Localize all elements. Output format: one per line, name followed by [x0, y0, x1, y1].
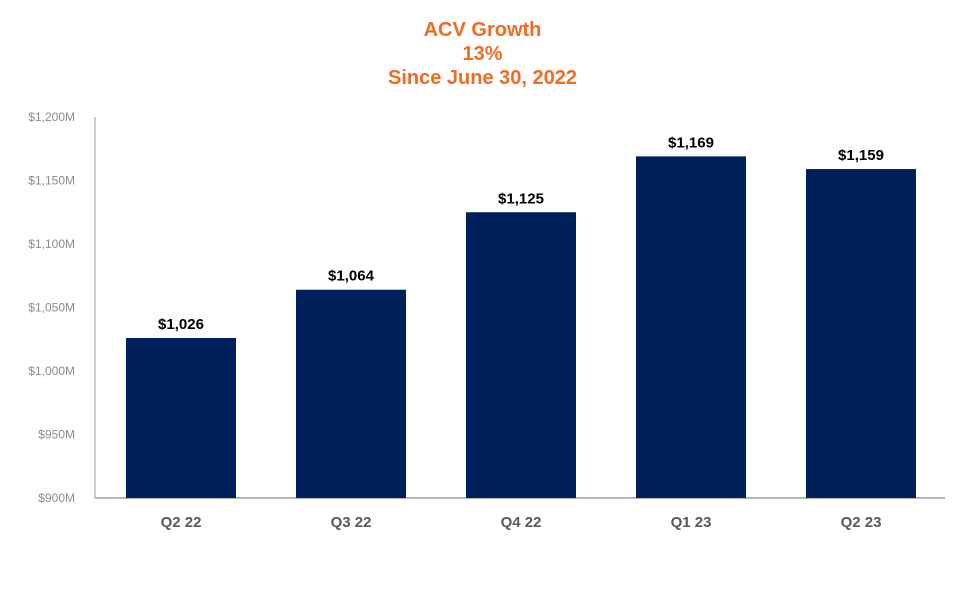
bar	[806, 169, 916, 498]
chart-title: ACV Growth 13% Since June 30, 2022	[0, 18, 965, 90]
bars	[126, 156, 916, 498]
y-tick-label: $900M	[38, 491, 75, 505]
chart-title-line-2: 13%	[462, 43, 503, 65]
chart-title-line-1: ACV Growth	[423, 19, 542, 41]
data-label: $1,159	[838, 147, 884, 164]
x-tick-label: Q2 23	[841, 514, 882, 531]
data-labels: $1,026 $1,064 $1,125 $1,169 $1,159	[158, 134, 884, 333]
y-tick-label: $1,100M	[28, 237, 75, 251]
data-label: $1,064	[328, 268, 375, 285]
bar	[636, 156, 746, 498]
y-axis: $900M $950M $1,000M $1,050M $1,100M $1,150M $1…	[28, 110, 96, 505]
y-tick-label: $950M	[38, 428, 75, 442]
bar	[466, 212, 576, 498]
y-tick-label: $1,000M	[28, 364, 75, 378]
y-tick-label: $1,200M	[28, 110, 75, 124]
data-label: $1,125	[498, 190, 544, 207]
data-label: $1,169	[668, 134, 714, 151]
data-label: $1,026	[158, 316, 204, 333]
x-tick-label: Q2 22	[161, 514, 202, 531]
bar	[296, 289, 406, 498]
x-tick-label: Q3 22	[331, 514, 372, 531]
y-tick-label: $1,050M	[28, 301, 75, 315]
chart-title-line-3: Since June 30, 2022	[387, 67, 577, 89]
x-axis: Q2 22 Q3 22 Q4 22 Q1 23 Q2 23	[95, 497, 945, 531]
y-tick-label: $1,150M	[28, 174, 75, 188]
bar	[126, 337, 236, 498]
x-tick-label: Q1 23	[671, 514, 712, 531]
x-tick-label: Q4 22	[501, 514, 542, 531]
